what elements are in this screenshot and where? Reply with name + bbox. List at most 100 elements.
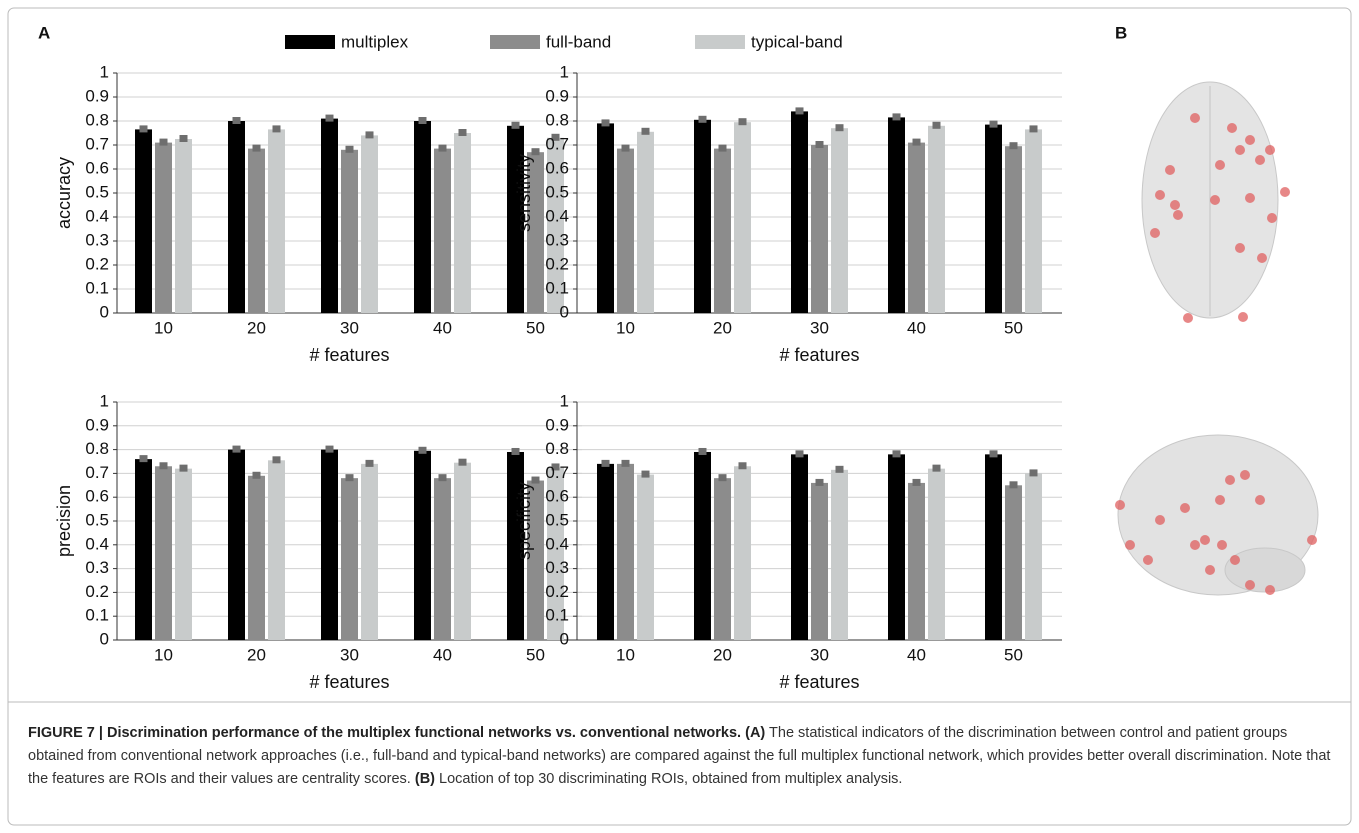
legend-label: multiplex [341, 32, 409, 51]
y-tick-label: 0.8 [545, 439, 569, 458]
value-marker [233, 117, 241, 124]
legend-swatch [695, 35, 745, 49]
value-marker [836, 124, 844, 131]
value-marker [326, 115, 334, 122]
bar [414, 121, 431, 313]
value-marker [622, 460, 630, 467]
value-marker [140, 125, 148, 132]
y-tick-label: 0.8 [85, 439, 109, 458]
value-marker [346, 474, 354, 481]
x-axis-label: # features [779, 345, 859, 365]
value-marker [913, 479, 921, 486]
bar [985, 454, 1002, 640]
bar [1005, 146, 1022, 313]
value-marker [1010, 481, 1018, 488]
y-tick-label: 0.3 [85, 230, 109, 249]
value-marker [699, 116, 707, 123]
y-tick-label: 0.4 [545, 206, 569, 225]
value-marker [459, 129, 467, 136]
x-tick-label: 50 [526, 318, 545, 337]
y-tick-label: 0.5 [545, 510, 569, 529]
bar [694, 120, 711, 313]
bar [811, 483, 828, 640]
bar [361, 464, 378, 640]
x-tick-label: 10 [154, 645, 173, 664]
value-marker [719, 474, 727, 481]
bar [454, 463, 471, 640]
y-tick-label: 0.8 [545, 110, 569, 129]
bar [135, 129, 152, 313]
bar [341, 150, 358, 313]
y-tick-label: 0.3 [545, 558, 569, 577]
y-tick-label: 0.4 [545, 534, 569, 553]
bar [1025, 129, 1042, 313]
y-tick-label: 0.5 [85, 510, 109, 529]
y-tick-label: 0.7 [545, 134, 569, 153]
y-tick-label: 0.9 [85, 86, 109, 105]
value-marker [160, 139, 168, 146]
bar [888, 117, 905, 313]
legend-label: full-band [546, 32, 611, 51]
x-tick-label: 40 [907, 645, 926, 664]
caption-label: (B) [415, 771, 435, 787]
bar [985, 125, 1002, 313]
value-marker [1010, 142, 1018, 149]
y-tick-label: 1 [100, 391, 109, 410]
value-marker [419, 447, 427, 454]
bar [454, 133, 471, 313]
value-marker [512, 448, 520, 455]
y-tick-label: 0.2 [85, 254, 109, 273]
x-axis-label: # features [309, 345, 389, 365]
bar [928, 469, 945, 640]
bar [714, 478, 731, 640]
value-marker [346, 146, 354, 153]
value-marker [836, 466, 844, 473]
value-marker [816, 141, 824, 148]
bar [714, 149, 731, 313]
y-tick-label: 0.6 [545, 158, 569, 177]
value-marker [893, 450, 901, 457]
y-tick-label: 0 [560, 629, 569, 648]
y-tick-label: 0.9 [545, 415, 569, 434]
caption-text: Location of top 30 discriminating ROIs, … [439, 771, 902, 787]
value-marker [796, 450, 804, 457]
value-marker [253, 145, 261, 152]
bar [791, 111, 808, 313]
x-tick-label: 10 [616, 318, 635, 337]
bar [155, 143, 172, 313]
y-tick-label: 0.7 [545, 463, 569, 482]
bar [228, 450, 245, 640]
y-tick-label: 0.4 [85, 206, 109, 225]
panel-label: B [1115, 23, 1127, 42]
brain-top [1142, 82, 1290, 323]
bar [617, 149, 634, 313]
value-marker [419, 117, 427, 124]
y-axis-label: accuracy [54, 157, 74, 229]
legend-swatch [490, 35, 540, 49]
x-tick-label: 20 [247, 645, 266, 664]
bar [811, 145, 828, 313]
value-marker [893, 113, 901, 120]
brain-side [1115, 435, 1318, 595]
figure: A B multiplexfull-bandtypical-band00.10.… [0, 0, 1359, 833]
y-tick-label: 0 [100, 629, 109, 648]
bar [597, 464, 614, 640]
legend-swatch [285, 35, 335, 49]
y-tick-label: 0.6 [545, 487, 569, 506]
bar [597, 123, 614, 313]
value-marker [1030, 469, 1038, 476]
y-tick-label: 0.3 [85, 558, 109, 577]
y-tick-label: 0.4 [85, 534, 109, 553]
bar [248, 149, 265, 313]
value-marker [180, 465, 188, 472]
y-tick-label: 0.2 [85, 582, 109, 601]
y-tick-label: 0.9 [545, 86, 569, 105]
bar [888, 454, 905, 640]
bar [694, 452, 711, 640]
bar [734, 122, 751, 313]
bar [434, 478, 451, 640]
y-tick-label: 1 [560, 62, 569, 81]
bar [361, 135, 378, 313]
value-marker [990, 450, 998, 457]
bar [321, 119, 338, 313]
